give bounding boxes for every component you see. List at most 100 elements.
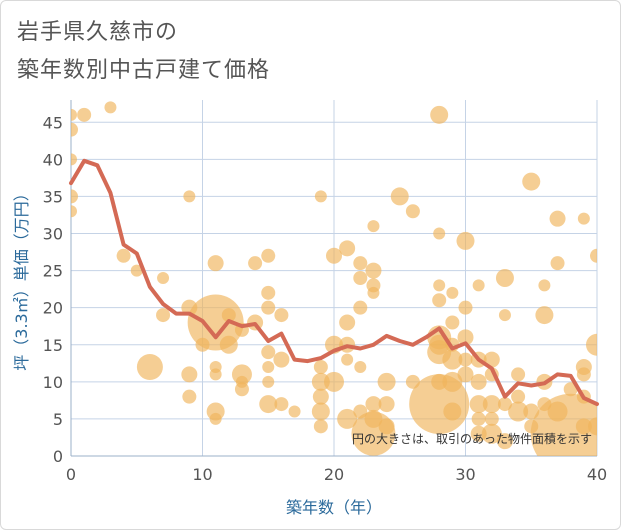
y-tick-label: 40 — [43, 150, 63, 169]
bubble-point — [470, 373, 487, 390]
bubble-point — [378, 418, 395, 435]
bubble-point — [314, 190, 327, 203]
bubble-point — [575, 418, 592, 435]
bubble-point — [156, 308, 171, 323]
bubble-point — [367, 286, 380, 299]
bubble-point — [432, 293, 447, 308]
bubble-point — [71, 122, 78, 137]
bubble-point — [261, 345, 276, 360]
bubble-point — [313, 360, 328, 374]
bubble-point — [341, 353, 354, 366]
bubble-point — [390, 187, 409, 206]
y-tick-label: 10 — [43, 373, 63, 392]
bubble-point — [484, 411, 499, 426]
bubble-point — [157, 272, 170, 284]
bubble-point — [405, 204, 420, 219]
bubble-point — [365, 396, 382, 413]
bubble-point — [288, 405, 301, 418]
y-tick-label: 45 — [43, 113, 63, 132]
y-tick-label: 15 — [43, 336, 63, 355]
bubble-point — [326, 247, 342, 264]
y-tick-label: 25 — [43, 262, 63, 281]
bubble-point — [337, 408, 358, 429]
bubble-point — [458, 352, 473, 367]
bubble-point — [339, 314, 356, 331]
bubble-point — [497, 397, 512, 412]
bubble-point — [209, 368, 222, 381]
bubble-point — [511, 389, 526, 404]
line-layer — [69, 158, 599, 407]
x-tick-label: 20 — [324, 465, 344, 484]
bubble-point — [535, 306, 554, 325]
bubble-point — [354, 361, 367, 373]
bubble-point — [311, 402, 330, 421]
bubble-point — [259, 395, 278, 414]
bubble-point — [378, 396, 395, 413]
bubble-point — [116, 248, 131, 263]
bubble-point — [274, 308, 289, 323]
bubble-point — [522, 172, 541, 191]
bubble-point — [182, 389, 197, 404]
bubble-point — [219, 335, 238, 354]
bubble-point — [576, 367, 591, 382]
y-tick-label: 5 — [53, 410, 63, 429]
bubble-point — [472, 279, 485, 292]
bubble-point — [433, 227, 446, 240]
x-tick-label: 0 — [66, 465, 76, 484]
bubble-point — [261, 248, 276, 263]
bubble-point — [471, 411, 486, 426]
bubble-point — [207, 255, 224, 272]
bubble-point — [481, 423, 502, 444]
bubble-point — [181, 366, 198, 383]
bubble-point — [71, 108, 77, 121]
y-tick-label: 30 — [43, 225, 63, 244]
x-tick-label: 30 — [455, 465, 475, 484]
bubble-point — [353, 271, 368, 285]
bubble-point — [586, 333, 597, 356]
bubble-point — [209, 412, 222, 425]
bubble-point — [457, 329, 474, 346]
bubble-point — [442, 371, 463, 392]
bubble-point — [563, 382, 578, 397]
y-axis-label: 坪（3.3㎡）単価（万円） — [12, 185, 31, 370]
x-axis-label: 築年数（年） — [286, 498, 382, 517]
bubble-point — [590, 248, 597, 263]
y-tick-label: 35 — [43, 187, 63, 206]
bubble-point — [433, 279, 446, 292]
bubble-point — [71, 189, 78, 204]
bubble-point — [443, 402, 462, 421]
bubble-point — [495, 269, 514, 287]
bubble-point — [508, 401, 529, 422]
bubble-point — [273, 351, 290, 368]
bubble-point — [442, 349, 463, 370]
bubble-point — [550, 256, 565, 271]
chart-title-line2: 築年数別中古戸建て価格 — [17, 58, 271, 83]
bubble-point — [248, 256, 263, 271]
tick-labels: 0 5 10 15 20 25 30 35 40 45 0 10 20 30 40 — [43, 113, 608, 484]
bubble-point — [261, 300, 276, 315]
bubble-point — [339, 240, 356, 257]
bubble-point — [71, 153, 77, 166]
x-tick-label: 10 — [192, 465, 212, 484]
bubble-point — [530, 393, 597, 456]
bubble-point — [445, 315, 460, 330]
bubble-point — [458, 300, 473, 315]
bubble-point — [446, 286, 459, 299]
bubble-point — [274, 397, 289, 412]
bubble-point — [482, 395, 501, 414]
average-price-line — [69, 158, 599, 407]
bubble-point — [313, 419, 328, 434]
bubble-point — [71, 205, 77, 218]
bubble-point — [77, 107, 92, 122]
bubble-point — [577, 212, 590, 225]
x-tick-label: 40 — [587, 465, 607, 484]
bubble-point — [456, 231, 475, 250]
bubble-point — [130, 264, 143, 277]
bubble-point — [261, 285, 276, 300]
bubble-point — [511, 367, 526, 382]
bubble-point — [367, 220, 380, 233]
bubble-point — [377, 372, 396, 391]
bubble-point — [457, 366, 474, 383]
